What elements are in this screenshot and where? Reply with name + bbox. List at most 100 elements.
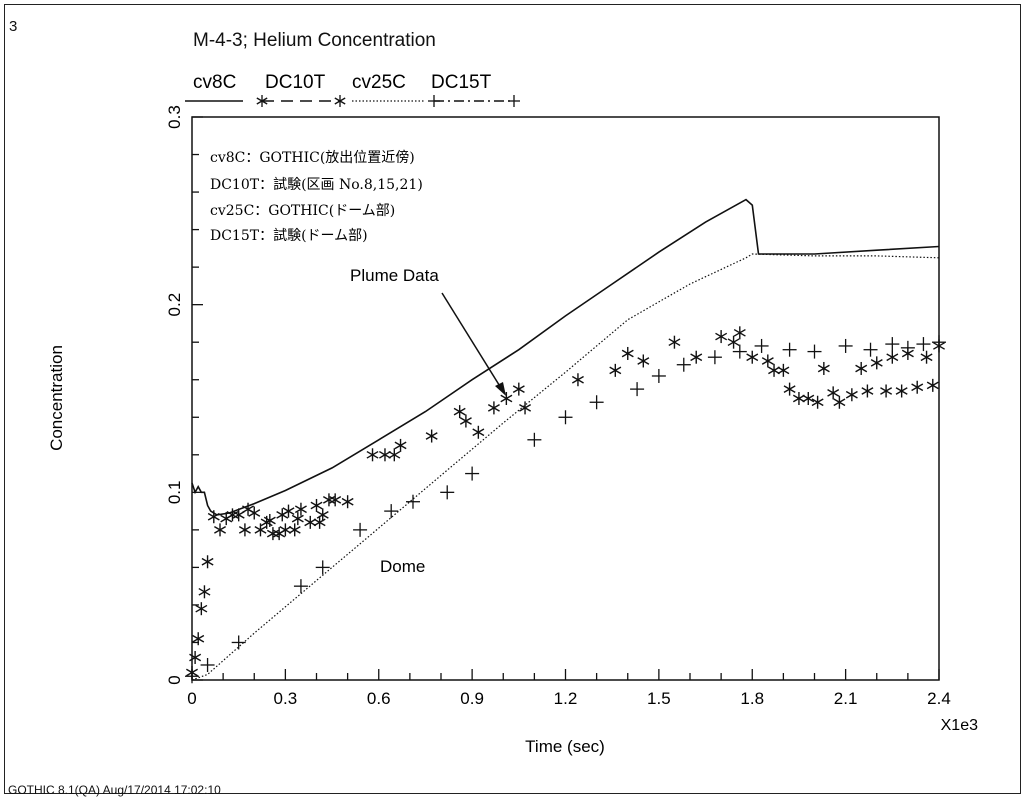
point-stroke: [282, 507, 295, 515]
data-point: [405, 494, 420, 509]
point-stroke: [198, 587, 211, 596]
data-point: [886, 350, 899, 364]
point-stroke: [733, 328, 746, 337]
y-axis-label: Concentration: [47, 345, 66, 451]
data-point: [676, 357, 691, 372]
point-stroke: [519, 404, 532, 412]
legend-label-cv8C: cv8C: [193, 72, 236, 93]
point-stroke: [845, 390, 858, 399]
data-point: [817, 361, 830, 375]
point-stroke: [313, 518, 326, 527]
point-stroke: [920, 353, 933, 362]
data-point: [378, 448, 391, 462]
data-point: [527, 432, 542, 447]
data-point: [870, 356, 883, 370]
data-point: [316, 508, 329, 522]
point-stroke: [232, 510, 245, 519]
data-point: [827, 386, 840, 400]
data-point: [198, 585, 211, 599]
data-point: [200, 657, 215, 672]
point-stroke: [690, 353, 703, 362]
point-stroke: [870, 358, 883, 367]
data-point: [425, 429, 438, 443]
data-point: [920, 350, 933, 364]
data-point: [637, 354, 650, 368]
legend-label-DC15T: DC15T: [431, 72, 492, 93]
point-stroke: [855, 364, 868, 373]
data-point: [609, 363, 622, 377]
plume-arrow-head: [495, 382, 506, 396]
data-point: [777, 363, 790, 377]
point-stroke: [220, 514, 233, 523]
point-stroke: [425, 432, 438, 440]
data-point: [863, 342, 878, 357]
data-point: [900, 340, 915, 355]
point-stroke: [792, 394, 805, 403]
point-stroke: [880, 387, 893, 395]
plume-annotation: Plume Data: [350, 266, 506, 396]
point-stroke: [668, 338, 681, 347]
point-stroke: [886, 353, 899, 362]
data-point: [782, 342, 797, 357]
plume-arrow-line: [441, 292, 502, 389]
point-stroke: [189, 653, 202, 662]
legend-box-line: DC10T：試験(区画 No.8,15,21): [210, 177, 423, 193]
point-stroke: [746, 353, 759, 362]
point-stroke: [761, 357, 774, 365]
point-stroke: [192, 634, 205, 643]
data-point: [254, 523, 267, 537]
x-axis-multiplier: X1e3: [941, 717, 978, 734]
footer-timestamp: GOTHIC 8.1(QA) Aug/17/2014 17:02:10: [8, 783, 221, 797]
data-point: [792, 392, 805, 405]
point-stroke: [911, 383, 924, 392]
data-point: [621, 346, 634, 360]
point-stroke: [487, 404, 500, 412]
data-point: [201, 555, 214, 569]
data-point: [487, 401, 500, 415]
data-point: [453, 405, 466, 419]
data-point: [895, 384, 908, 398]
series-DC15T: [185, 335, 946, 684]
data-point: [707, 350, 722, 365]
data-point: [727, 335, 740, 349]
point-stroke: [727, 338, 740, 347]
point-stroke: [329, 495, 342, 504]
point-stroke: [833, 398, 846, 407]
point-stroke: [341, 497, 354, 506]
data-point: [855, 361, 868, 375]
point-stroke: [201, 557, 214, 566]
plume-data-label: Plume Data: [350, 266, 439, 285]
y-tick-label: 0.2: [165, 293, 184, 317]
data-point: [861, 384, 874, 398]
point-stroke: [394, 441, 407, 450]
data-point: [232, 508, 245, 522]
data-point: [768, 363, 781, 377]
series-DC10T: [186, 326, 945, 679]
legend-box: cv8C：GOTHIC(放出位置近傍) DC10T：試験(区画 No.8,15,2…: [210, 149, 423, 244]
data-point: [838, 338, 853, 353]
y-tick-label: 0.1: [165, 481, 184, 505]
data-point: [313, 515, 326, 529]
data-point: [845, 388, 858, 402]
data-point: [263, 513, 276, 527]
data-point: [465, 466, 480, 481]
series-line-cv8C: [191, 198, 940, 516]
data-point: [195, 602, 208, 616]
x-tick-label: 0.3: [274, 689, 298, 708]
point-stroke: [294, 505, 307, 514]
point-stroke: [817, 364, 830, 373]
data-point: [589, 395, 604, 410]
x-tick-label: 2.4: [927, 689, 951, 708]
series-layer: [185, 198, 946, 684]
point-stroke: [811, 398, 824, 407]
series-line-cv25C: [191, 253, 940, 681]
point-stroke: [263, 516, 276, 525]
data-point: [761, 354, 774, 368]
data-point: [833, 395, 846, 409]
point-stroke: [304, 518, 317, 527]
point-stroke: [378, 450, 391, 459]
data-point: [811, 395, 824, 409]
data-point: [384, 504, 399, 519]
data-point: [519, 401, 532, 415]
data-point: [388, 448, 401, 462]
